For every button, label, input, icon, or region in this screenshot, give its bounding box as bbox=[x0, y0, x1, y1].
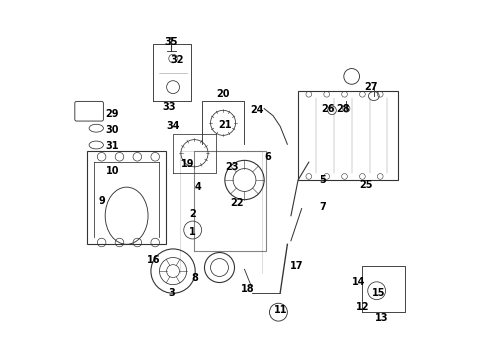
Text: 34: 34 bbox=[166, 121, 180, 131]
Text: 27: 27 bbox=[364, 82, 377, 92]
Text: 25: 25 bbox=[359, 180, 372, 190]
Text: 32: 32 bbox=[169, 55, 183, 65]
Text: 19: 19 bbox=[180, 159, 194, 169]
Text: 7: 7 bbox=[319, 202, 326, 212]
Text: 23: 23 bbox=[225, 162, 238, 172]
Text: 31: 31 bbox=[105, 141, 119, 151]
Text: 8: 8 bbox=[191, 273, 198, 283]
Text: 26: 26 bbox=[321, 104, 334, 113]
Text: 14: 14 bbox=[351, 277, 365, 287]
Text: 6: 6 bbox=[264, 152, 270, 162]
Text: 12: 12 bbox=[355, 302, 368, 312]
Text: 1: 1 bbox=[189, 227, 196, 237]
Text: 20: 20 bbox=[216, 89, 229, 99]
Text: 4: 4 bbox=[194, 182, 201, 192]
Text: 10: 10 bbox=[105, 166, 119, 176]
Text: 5: 5 bbox=[319, 175, 326, 185]
Text: 17: 17 bbox=[289, 261, 303, 271]
Text: 28: 28 bbox=[335, 104, 349, 113]
Text: 30: 30 bbox=[105, 125, 119, 135]
Text: 15: 15 bbox=[371, 288, 385, 297]
Text: 29: 29 bbox=[105, 109, 119, 119]
Text: 33: 33 bbox=[163, 102, 176, 112]
Text: 9: 9 bbox=[98, 197, 105, 206]
Text: 21: 21 bbox=[218, 120, 231, 130]
Text: 16: 16 bbox=[146, 255, 160, 265]
Text: 35: 35 bbox=[164, 37, 178, 48]
Text: 3: 3 bbox=[167, 288, 174, 297]
Text: 22: 22 bbox=[230, 198, 244, 208]
Text: 11: 11 bbox=[273, 305, 286, 315]
Text: 13: 13 bbox=[374, 312, 388, 323]
Text: 18: 18 bbox=[241, 284, 254, 294]
Text: 24: 24 bbox=[250, 105, 263, 115]
Text: 2: 2 bbox=[189, 209, 196, 219]
